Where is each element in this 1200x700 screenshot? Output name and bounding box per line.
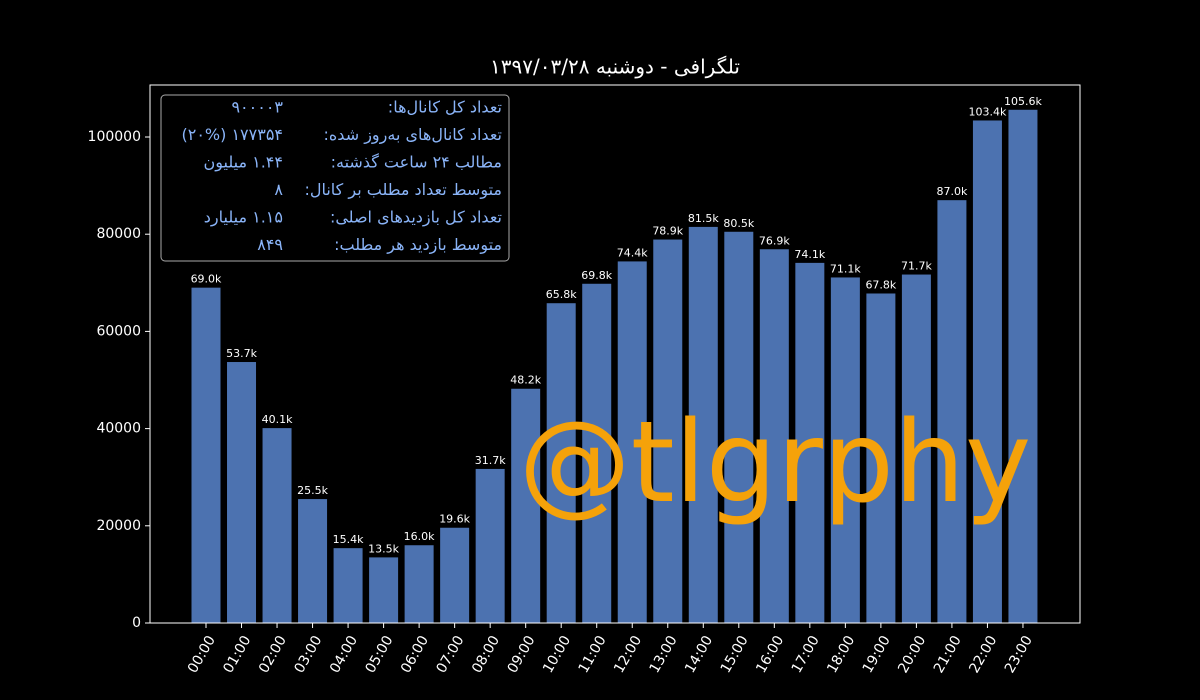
- stat-label: تعداد کل کانال‌ها:: [388, 98, 502, 117]
- bar: [901, 274, 931, 623]
- value-label: 71.7k: [901, 260, 932, 273]
- bar: [369, 557, 399, 623]
- bar: [333, 548, 363, 623]
- stat-label: مطالب ۲۴ ساعت گذشته:: [331, 153, 502, 172]
- bar: [227, 362, 257, 623]
- value-label: 67.8k: [865, 278, 896, 291]
- value-label: 87.0k: [936, 185, 967, 198]
- value-label: 103.4k: [969, 105, 1007, 118]
- watermark: @tlgrphy: [519, 398, 1032, 528]
- value-label: 40.1k: [262, 413, 293, 426]
- bar: [866, 293, 896, 623]
- stat-value: ۱۷۷۳۵۴ (۲۰%): [181, 125, 283, 144]
- stat-label: متوسط تعداد مطلب بر کانال:: [304, 180, 502, 200]
- value-label: 76.9k: [759, 234, 790, 247]
- value-label: 19.6k: [439, 513, 470, 526]
- stat-value: ۸: [274, 180, 283, 199]
- y-tick-label: 80000: [96, 226, 141, 242]
- bar: [404, 545, 434, 623]
- bar: [1008, 109, 1038, 624]
- value-label: 65.8k: [546, 288, 577, 301]
- stat-value: ۱.۱۵ میلیارد: [204, 208, 283, 228]
- value-label: 48.2k: [510, 374, 541, 387]
- bar: [546, 303, 576, 623]
- stats-box: [160, 94, 510, 262]
- plot-frame: [149, 84, 1081, 624]
- y-tick-label: 40000: [96, 421, 141, 437]
- stat-label: متوسط بازدید هر مطلب:: [334, 235, 502, 255]
- value-label: 13.5k: [368, 542, 399, 555]
- bar: [724, 231, 754, 623]
- bar: [795, 262, 825, 623]
- bar: [617, 261, 647, 623]
- stat-label: تعداد کانال‌های به‌روز شده:: [324, 125, 502, 145]
- value-label: 53.7k: [226, 347, 257, 360]
- bar: [972, 120, 1002, 623]
- bar: [262, 428, 292, 623]
- value-label: 15.4k: [333, 533, 364, 546]
- stat-value: ۹۰۰۰۰۳: [231, 98, 283, 117]
- bar: [582, 283, 612, 623]
- value-label: 31.7k: [475, 454, 506, 467]
- value-label: 71.1k: [830, 262, 861, 275]
- value-label: 16.0k: [404, 530, 435, 543]
- value-label: 80.5k: [723, 217, 754, 230]
- bar: [511, 388, 541, 623]
- value-label: 78.9k: [652, 225, 683, 238]
- bar: [830, 277, 860, 623]
- bar: [688, 226, 718, 623]
- value-label: 74.4k: [617, 246, 648, 259]
- stat-value: ۱.۴۴ میلیون: [204, 153, 284, 173]
- y-tick-label: 100000: [88, 129, 141, 145]
- chart-title: تلگرافی - دوشنبه ۱۳۹۷/۰۳/۲۸: [490, 55, 740, 79]
- bar: [475, 468, 505, 623]
- bar: [937, 200, 967, 623]
- value-label: 105.6k: [1004, 95, 1042, 108]
- bar: [191, 287, 221, 623]
- y-tick-label: 0: [132, 615, 141, 631]
- bar: [653, 239, 683, 623]
- stat-value: ۸۴۹: [257, 235, 283, 254]
- value-label: 74.1k: [794, 248, 825, 261]
- bar: [440, 527, 470, 623]
- value-label: 69.8k: [581, 269, 612, 282]
- stat-label: تعداد کل بازدیدهای اصلی:: [330, 208, 502, 228]
- bar: [759, 249, 789, 623]
- value-label: 69.0k: [191, 273, 222, 286]
- y-tick-label: 60000: [96, 323, 141, 339]
- y-tick-label: 20000: [96, 518, 141, 534]
- value-label: 81.5k: [688, 212, 719, 225]
- bar: [298, 499, 328, 623]
- value-label: 25.5k: [297, 484, 328, 497]
